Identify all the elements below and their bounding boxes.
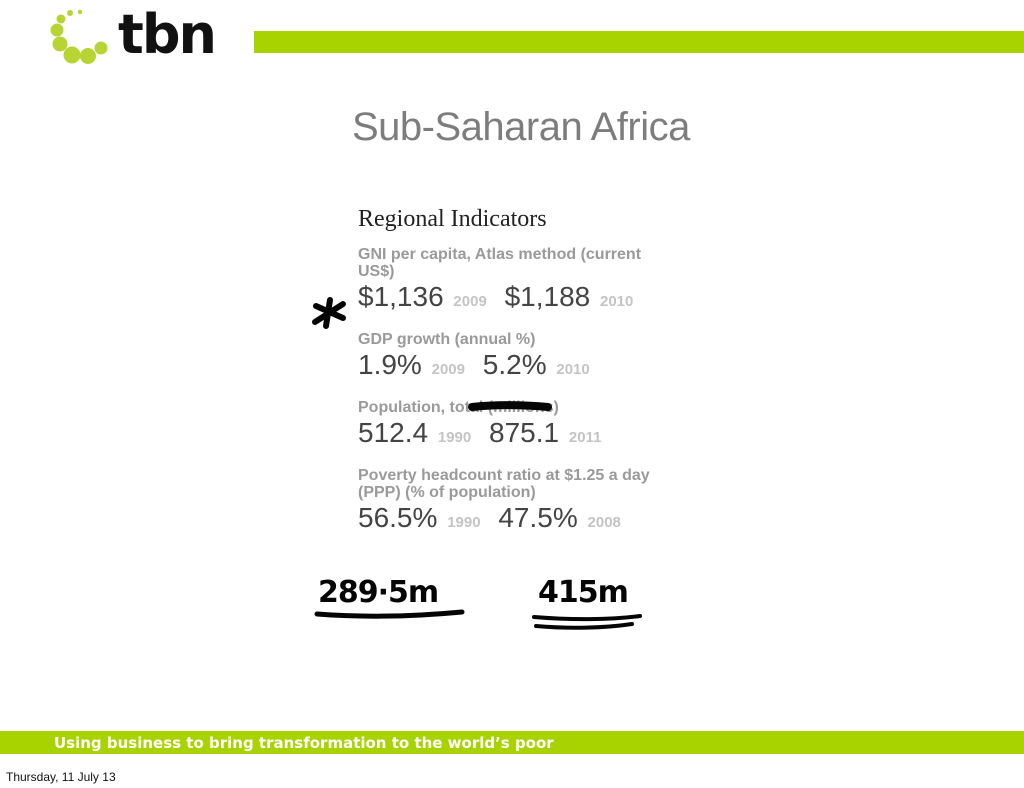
indicator-values: 1.9% 2009 5.2% 2010 [358, 348, 678, 387]
indicator-year: 2009 [431, 361, 465, 378]
asterisk-annotation [312, 297, 346, 329]
logo-text: tbn [118, 3, 217, 66]
indicator-value: 5.2% [482, 349, 547, 380]
indicator-values: $1,136 2009 $1,188 2010 [358, 280, 678, 319]
indicator-label: Population, total (millions) [358, 399, 559, 416]
footer-tagline: Using business to bring transformation t… [54, 734, 554, 752]
indicator-year: 2010 [556, 361, 590, 378]
regional-indicators-panel: Regional Indicators GNI per capita, Atla… [358, 204, 678, 540]
indicator-values: 56.5% 1990 47.5% 2008 [358, 501, 678, 540]
indicator-value: 56.5% [358, 502, 438, 533]
indicator-value: $1,136 [358, 281, 444, 312]
indicator-population: Population, total (millions) 512.4 1990 … [358, 399, 678, 455]
indicator-values: 512.4 1990 875.1 2011 [358, 416, 678, 455]
indicator-year: 2010 [600, 293, 634, 310]
tbn-logo: tbn [50, 4, 230, 68]
panel-heading: Regional Indicators [358, 206, 547, 232]
header-accent-bar [254, 31, 1024, 53]
footer-bar: Using business to bring transformation t… [0, 731, 1024, 754]
indicator-poverty-ratio: Poverty headcount ratio at $1.25 a day (… [358, 467, 678, 540]
slide: tbn Sub-Saharan Africa Regional Indicato… [0, 4, 1024, 754]
date-label: Thursday, 11 July 13 [6, 770, 116, 784]
indicator-gdp-growth: GDP growth (annual %) 1.9% 2009 5.2% 201… [358, 331, 678, 387]
indicator-value: 1.9% [358, 349, 422, 380]
indicator-year: 2009 [453, 293, 487, 310]
indicator-year: 2008 [587, 514, 621, 531]
indicator-value: 875.1 [489, 417, 560, 448]
indicator-label: GDP growth (annual %) [358, 331, 536, 348]
indicator-year: 1990 [437, 429, 472, 446]
indicator-label: GNI per capita, Atlas method (current US… [358, 246, 642, 280]
slide-title: Sub-Saharan Africa [352, 105, 690, 149]
indicator-year: 2011 [568, 429, 602, 446]
indicator-year: 1990 [447, 514, 481, 531]
note-left-underline [314, 609, 465, 619]
indicator-gni: GNI per capita, Atlas method (current US… [358, 246, 678, 319]
indicator-value: 512.4 [358, 417, 429, 448]
handwritten-note-right: 415m [538, 575, 628, 610]
handwritten-note-left: 289·5m [318, 575, 438, 610]
indicator-value: $1,188 [504, 281, 591, 312]
indicator-label: Poverty headcount ratio at $1.25 a day (… [358, 467, 650, 501]
dot-circle-logo-icon [50, 9, 108, 64]
indicator-value: 47.5% [498, 502, 578, 533]
note-right-underline-2 [534, 622, 634, 630]
note-right-underline-1 [532, 614, 642, 622]
